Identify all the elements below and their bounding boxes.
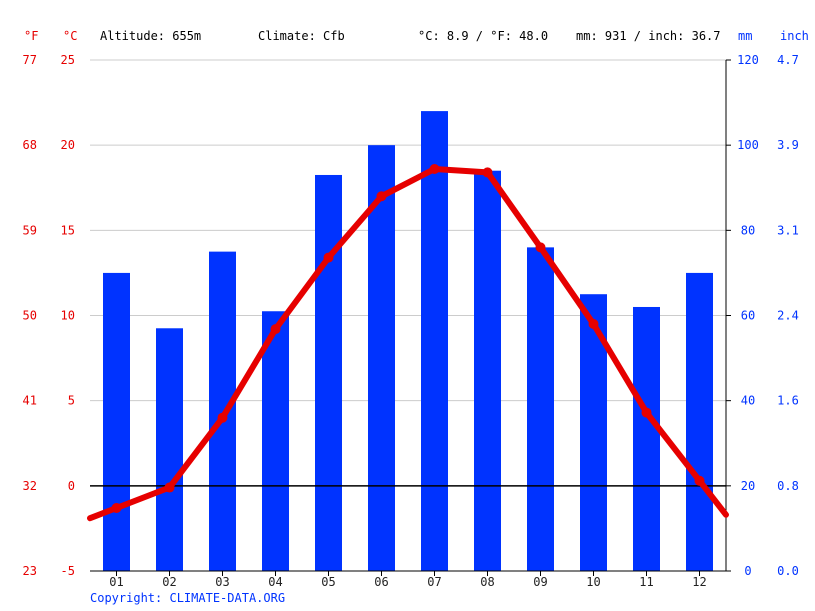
x-tick-label: 02 <box>162 575 176 589</box>
altitude-label: Altitude: 655m <box>100 29 201 43</box>
x-tick-label: 11 <box>639 575 653 589</box>
y-tick-label-mm: 20 <box>741 479 755 493</box>
precipitation-bar-07 <box>421 111 448 571</box>
x-tick-label: 06 <box>374 575 388 589</box>
precipitation-bars <box>103 111 713 571</box>
temperature-average-label: °C: 8.9 / °F: 48.0 <box>418 29 548 43</box>
precipitation-bar-06 <box>368 145 395 571</box>
tick-labels: 01 02 03 04 05 06 07 08 09 10 11 12 23 -5 0 0.0 32 0 20 0.8… <box>23 53 799 589</box>
y-tick-label-inch: 0.0 <box>777 564 799 578</box>
precipitation-bar-02 <box>156 328 183 571</box>
temperature-point-09 <box>535 242 546 253</box>
temperature-point-02 <box>164 482 175 493</box>
precipitation-bar-03 <box>209 251 236 571</box>
temperature-point-08 <box>482 167 493 178</box>
y-tick-label-fahrenheit: 23 <box>23 564 37 578</box>
temperature-point-04 <box>270 324 281 335</box>
y-tick-label-celsius: 0 <box>68 479 75 493</box>
y-tick-label-inch: 3.1 <box>777 223 799 237</box>
y-tick-label-celsius: 10 <box>61 309 75 323</box>
temperature-line-path <box>87 166 729 522</box>
y-tick-label-inch: 2.4 <box>777 309 799 323</box>
copyright-text: Copyright: CLIMATE-DATA.ORG <box>90 591 286 605</box>
x-tick-label: 10 <box>586 575 600 589</box>
precipitation-bar-09 <box>527 247 554 571</box>
x-tick-label: 03 <box>215 575 229 589</box>
y-tick-label-fahrenheit: 50 <box>23 309 37 323</box>
y-tick-label-mm: 100 <box>737 138 759 152</box>
temperature-point-05 <box>323 252 334 263</box>
y-tick-label-mm: 60 <box>741 309 755 323</box>
temperature-point-11 <box>641 407 652 418</box>
x-tick-label: 12 <box>692 575 706 589</box>
y-tick-label-inch: 1.6 <box>777 394 799 408</box>
x-tick-label: 07 <box>427 575 441 589</box>
grid-lines <box>90 59 726 572</box>
y-tick-label-mm: 0 <box>744 564 751 578</box>
x-tick-label: 01 <box>109 575 123 589</box>
precipitation-total-label: mm: 931 / inch: 36.7 <box>576 29 721 43</box>
chart-axes <box>90 59 731 576</box>
precipitation-bar-11 <box>633 306 660 571</box>
temperature-point-01 <box>111 502 122 513</box>
y-tick-label-inch: 4.7 <box>777 53 799 67</box>
unit-mm-label: mm <box>738 29 752 43</box>
y-tick-label-fahrenheit: 59 <box>23 223 37 237</box>
y-tick-label-fahrenheit: 41 <box>23 394 37 408</box>
climate-label: Climate: Cfb <box>258 29 345 43</box>
y-tick-label-fahrenheit: 77 <box>23 53 37 67</box>
y-tick-label-inch: 0.8 <box>777 479 799 493</box>
temperature-point-03 <box>217 412 228 423</box>
unit-fahrenheit-label: °F <box>24 29 38 43</box>
temperature-point-06 <box>376 191 387 202</box>
x-tick-label: 08 <box>480 575 494 589</box>
x-tick-label: 04 <box>268 575 282 589</box>
y-tick-label-mm: 120 <box>737 53 759 67</box>
y-tick-label-mm: 40 <box>741 394 755 408</box>
temperature-point-07 <box>429 164 440 175</box>
y-tick-label-mm: 80 <box>741 223 755 237</box>
unit-inch-label: inch <box>780 29 809 43</box>
y-tick-label-celsius: 5 <box>68 394 75 408</box>
precipitation-bar-04 <box>262 311 289 571</box>
y-tick-label-fahrenheit: 68 <box>23 138 37 152</box>
x-tick-label: 09 <box>533 575 547 589</box>
y-tick-label-celsius: 20 <box>61 138 75 152</box>
x-tick-label: 05 <box>321 575 335 589</box>
temperature-line <box>87 164 729 522</box>
temperature-point-12 <box>694 475 705 486</box>
y-tick-label-celsius: 15 <box>61 223 75 237</box>
y-tick-label-celsius: 25 <box>61 53 75 67</box>
y-tick-label-fahrenheit: 32 <box>23 479 37 493</box>
y-tick-label-inch: 3.9 <box>777 138 799 152</box>
precipitation-bar-12 <box>686 272 713 571</box>
precipitation-bar-05 <box>315 174 342 571</box>
unit-celsius-label: °C <box>63 29 77 43</box>
temperature-point-10 <box>588 319 599 330</box>
precipitation-bar-08 <box>474 170 501 571</box>
precipitation-bar-01 <box>103 272 130 571</box>
y-tick-label-celsius: -5 <box>61 564 75 578</box>
